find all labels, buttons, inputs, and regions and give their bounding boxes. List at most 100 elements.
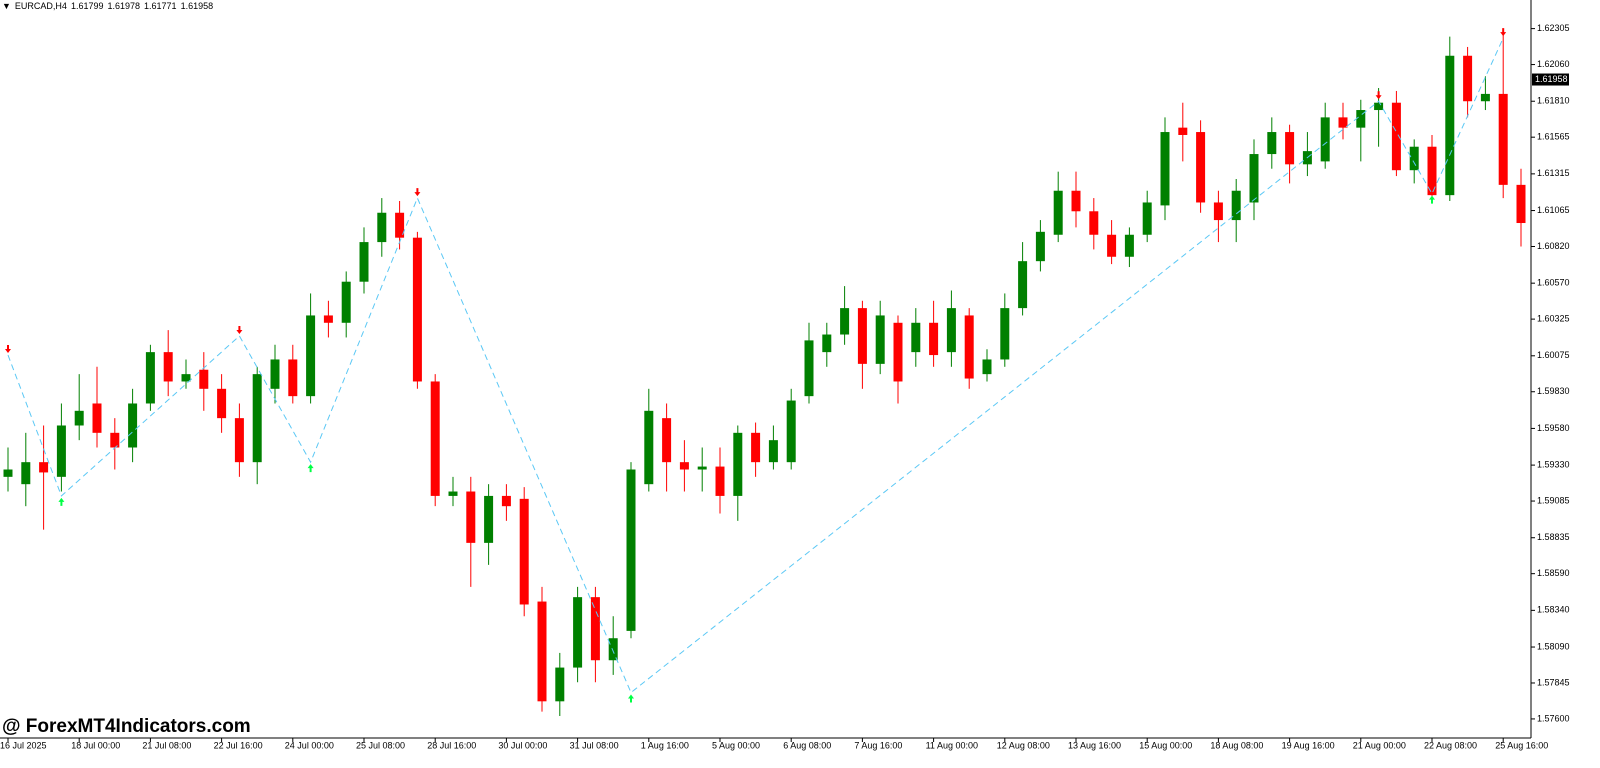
x-tick-label: 28 Jul 16:00 <box>427 740 476 750</box>
candle-body <box>252 374 262 463</box>
candle-body <box>1053 190 1063 235</box>
x-tick-label: 25 Jul 08:00 <box>356 740 405 750</box>
x-tick-label: 22 Jul 16:00 <box>214 740 263 750</box>
y-tick-label: 1.57845 <box>1537 677 1570 687</box>
candle-body <box>1018 261 1028 309</box>
candle-body <box>1409 146 1419 171</box>
candle-body <box>1124 234 1134 257</box>
candle-body <box>822 334 832 353</box>
candle-body <box>341 281 351 323</box>
candle-body <box>1338 117 1348 128</box>
candle-body <box>662 418 672 463</box>
candle-body <box>199 369 209 389</box>
menu-triangle[interactable]: ▼ <box>2 1 11 11</box>
candle-body <box>573 597 583 668</box>
current-price-label: 1.61958 <box>1535 74 1568 84</box>
candle-body <box>39 462 49 473</box>
candle-body <box>288 359 298 397</box>
candle-body <box>768 440 778 463</box>
candle-body <box>911 322 921 353</box>
x-tick-label: 24 Jul 00:00 <box>285 740 334 750</box>
candle-body <box>555 667 565 702</box>
candle-body <box>804 340 814 397</box>
x-tick-label: 19 Aug 16:00 <box>1282 740 1335 750</box>
y-tick-label: 1.62060 <box>1537 59 1570 69</box>
candle-body <box>857 308 867 364</box>
zigzag-high-arrow <box>236 325 243 334</box>
candle-body <box>359 242 369 282</box>
candle-body <box>733 432 743 496</box>
x-tick-label: 21 Aug 00:00 <box>1353 740 1406 750</box>
candle-body <box>1427 146 1437 196</box>
y-tick-label: 1.59580 <box>1537 423 1570 433</box>
x-tick-label: 18 Aug 08:00 <box>1210 740 1263 750</box>
x-tick-label: 13 Aug 16:00 <box>1068 740 1121 750</box>
candle-body <box>679 462 689 470</box>
x-tick-label: 18 Jul 00:00 <box>71 740 120 750</box>
y-tick-label: 1.58590 <box>1537 568 1570 578</box>
candle-body <box>1391 102 1401 171</box>
candle-body <box>110 432 120 448</box>
candle-body <box>484 495 494 543</box>
candle-body <box>1231 190 1241 221</box>
y-tick-label: 1.57600 <box>1537 713 1570 723</box>
zigzag-line <box>7 37 1504 694</box>
candle-body <box>590 597 600 661</box>
y-tick-label: 1.60820 <box>1537 241 1570 251</box>
zigzag-low-arrow <box>307 464 314 473</box>
y-tick-label: 1.60570 <box>1537 278 1570 288</box>
zigzag-high-arrow <box>1500 28 1507 37</box>
zigzag-low-arrow <box>1429 195 1435 204</box>
candle-body <box>1196 132 1206 203</box>
candle-body <box>181 374 191 382</box>
candle-body <box>1035 231 1045 262</box>
candle-body <box>21 462 31 485</box>
candle-body <box>448 491 458 496</box>
x-tick-label: 1 Aug 16:00 <box>641 740 689 750</box>
candle-body <box>786 400 796 463</box>
candle-body <box>1516 184 1526 224</box>
zigzag-low-arrow <box>628 694 634 703</box>
zigzag-high-arrow <box>414 188 421 197</box>
x-tick-label: 25 Aug 16:00 <box>1495 740 1548 750</box>
candle-body <box>430 381 440 496</box>
y-tick-label: 1.61810 <box>1537 96 1570 106</box>
candle-body <box>644 410 654 485</box>
y-tick-label: 1.59330 <box>1537 459 1570 469</box>
current-price-box <box>1532 73 1569 86</box>
candle-body <box>1142 202 1152 235</box>
candle-body <box>145 352 155 404</box>
y-tick-label: 1.58835 <box>1537 532 1570 542</box>
candle-body <box>1089 211 1099 235</box>
candle-body <box>377 212 387 243</box>
y-tick-label: 1.61315 <box>1537 168 1570 178</box>
candle-body <box>537 601 547 702</box>
header-high: 1.61978 <box>107 1 141 11</box>
candle-body <box>92 403 102 433</box>
candle-body <box>1107 234 1117 257</box>
watermark: @ ForexMT4Indicators.com <box>2 716 251 737</box>
candle-body <box>1249 154 1259 203</box>
candle-body <box>1267 132 1277 155</box>
candle-body <box>306 315 316 397</box>
y-tick-label: 1.60075 <box>1537 350 1570 360</box>
candle-body <box>1178 127 1188 135</box>
candle-body <box>217 388 227 419</box>
candle-body <box>608 638 618 661</box>
candle-body <box>1445 55 1455 196</box>
candle-body <box>234 418 244 463</box>
x-tick-label: 16 Jul 2025 <box>0 740 47 750</box>
candle-body <box>323 315 333 323</box>
x-tick-label: 21 Jul 08:00 <box>142 740 191 750</box>
chart-header: ▼ EURCAD,H4 1.61799 1.61978 1.61771 1.61958 <box>2 0 217 12</box>
candle-body <box>982 359 992 375</box>
header-open: 1.61799 <box>70 1 104 11</box>
candle-body <box>128 403 138 448</box>
candle-body <box>1320 117 1330 162</box>
candle-body <box>163 352 173 382</box>
candle-body <box>1071 190 1081 212</box>
header-close: 1.61958 <box>180 1 214 11</box>
y-tick-label: 1.61065 <box>1537 205 1570 215</box>
x-tick-label: 6 Aug 08:00 <box>783 740 831 750</box>
